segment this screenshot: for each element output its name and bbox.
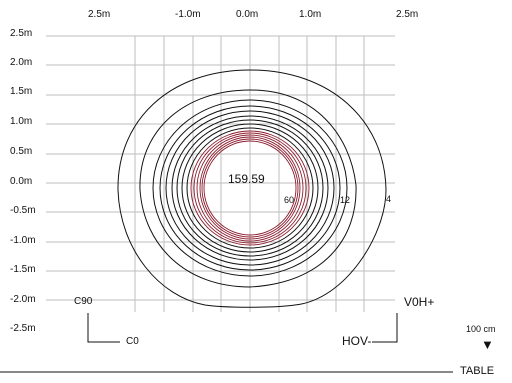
contour-label: 60 [284, 195, 295, 205]
inner-red-contours [190, 130, 310, 246]
y-tick-label: -2.5m [10, 323, 36, 334]
y-tick-label: 0.0m [10, 176, 33, 187]
y-tick-label: 1.0m [10, 116, 33, 127]
inner-black-contours [152, 99, 348, 277]
center-value: 159.59 [228, 172, 265, 186]
scale-arrow-icon: ▼ [481, 337, 494, 352]
y-tick-label: -0.5m [10, 205, 36, 216]
corner-label-c90: C90 [74, 296, 93, 307]
corner-label-c0: C0 [126, 336, 139, 347]
corner-label-hov: HOV- [342, 334, 372, 348]
outer-contours [117, 69, 387, 308]
table-label: TABLE [460, 365, 495, 377]
x-tick-label: 2.5m [88, 9, 111, 20]
y-tick-label: -1.5m [10, 264, 36, 275]
x-tick-label: 0.0m [236, 9, 259, 20]
scale-label: 100 cm [466, 324, 496, 334]
y-tick-label: 2.0m [10, 57, 33, 68]
x-tick-label: 2.5m [396, 9, 419, 20]
x-tick-label: -1.0m [175, 9, 201, 20]
contour-outer-2 [139, 89, 357, 288]
y-tick-label: -2.0m [10, 294, 36, 305]
x-tick-label: 1.0m [299, 9, 322, 20]
contour-label: 4 [386, 194, 392, 204]
corner-label-v0h: V0H+ [404, 295, 435, 309]
contour-outer-1 [117, 69, 387, 308]
contour-label: 12 [340, 195, 351, 205]
y-tick-label: -1.0m [10, 235, 36, 246]
y-tick-label: 0.5m [10, 146, 33, 157]
grid [46, 35, 395, 312]
y-tick-label: 1.5m [10, 86, 33, 97]
corner-brackets [87, 313, 398, 343]
y-tick-label: 2.5m [10, 28, 33, 39]
